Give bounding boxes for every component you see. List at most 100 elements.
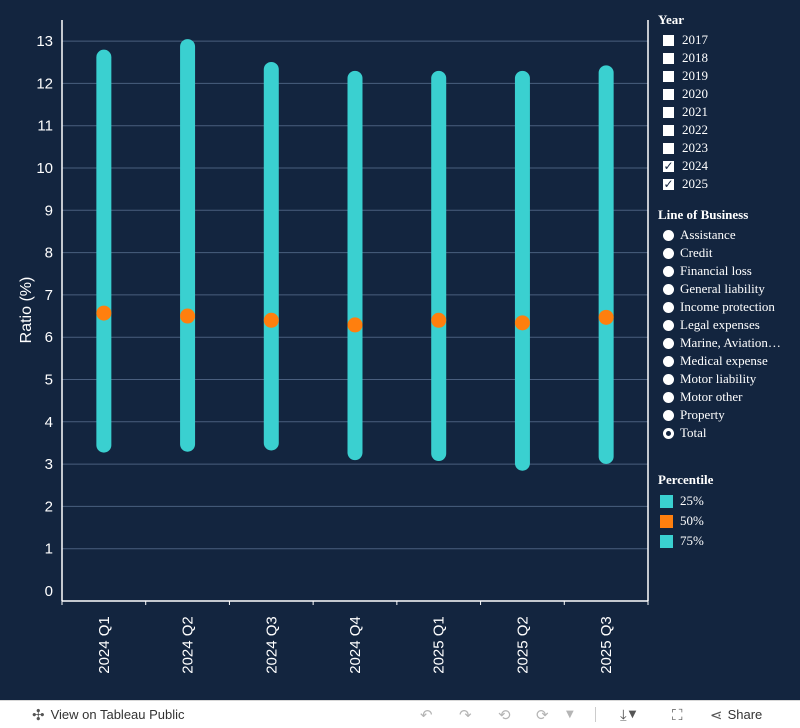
year-option-label: 2024 xyxy=(682,158,708,173)
percentile-item: 75% xyxy=(658,531,798,551)
y-tick-label: 9 xyxy=(45,202,53,219)
share-button[interactable]: ⋖ Share xyxy=(710,701,762,728)
download-icon: ⤓ xyxy=(620,705,627,724)
median-point-2024-q3 xyxy=(263,312,279,328)
color-swatch xyxy=(660,534,673,548)
lob-option-label: Motor liability xyxy=(680,371,757,386)
lob-option[interactable]: Motor other xyxy=(658,388,798,406)
y-tick-label: 2 xyxy=(45,498,53,515)
radio-selected-icon[interactable] xyxy=(663,427,674,439)
checkbox-icon[interactable] xyxy=(663,124,674,136)
redo-icon: ↷ xyxy=(459,705,472,724)
checkbox-checked-icon[interactable]: ✓ xyxy=(663,158,674,173)
lob-filter-title: Line of Business xyxy=(658,207,749,222)
radio-icon[interactable] xyxy=(663,373,674,385)
redo-button[interactable]: ↷ xyxy=(459,701,472,728)
x-tick-label: 2025 Q1 xyxy=(431,616,448,674)
y-tick-label: 1 xyxy=(45,541,53,558)
lob-option[interactable]: General liability xyxy=(658,280,798,298)
radio-icon[interactable] xyxy=(663,301,674,313)
checkbox-icon[interactable] xyxy=(663,70,674,82)
toolbar-divider xyxy=(595,707,596,722)
y-tick-label: 3 xyxy=(45,456,53,473)
revert-button[interactable]: ⟲ xyxy=(498,701,511,728)
year-option-2019[interactable]: 2019 xyxy=(658,67,798,85)
radio-icon[interactable] xyxy=(663,247,674,259)
year-option-2018[interactable]: 2018 xyxy=(658,49,798,67)
refresh-icon: ⟳ xyxy=(536,705,549,724)
y-tick-label: 11 xyxy=(37,118,53,135)
checkbox-icon[interactable] xyxy=(663,142,674,154)
radio-icon[interactable] xyxy=(663,283,674,295)
checkbox-checked-icon[interactable]: ✓ xyxy=(663,176,674,191)
y-tick-label: 7 xyxy=(45,287,53,304)
percentile-label: 75% xyxy=(680,533,704,548)
x-tick-label: 2025 Q3 xyxy=(598,616,615,674)
lob-option[interactable]: Total xyxy=(658,424,798,442)
checkbox-icon[interactable] xyxy=(663,34,674,46)
year-filter: Year 2017 2018 2019 2020 2021 2022 2023 ✓ 2024 ✓ 2… xyxy=(658,12,798,193)
pause-dropdown[interactable]: ▼ xyxy=(566,701,574,728)
radio-icon[interactable] xyxy=(663,319,674,331)
refresh-button[interactable]: ⟳ xyxy=(536,701,549,728)
year-option-label: 2023 xyxy=(682,140,708,155)
radio-icon[interactable] xyxy=(663,391,674,403)
lob-option[interactable]: Income protection xyxy=(658,298,798,316)
y-tick-label: 12 xyxy=(36,75,53,92)
year-option-label: 2017 xyxy=(682,32,708,47)
year-option-2017[interactable]: 2017 xyxy=(658,31,798,49)
lob-option[interactable]: Financial loss xyxy=(658,262,798,280)
fullscreen-icon: ⛶ xyxy=(672,705,683,724)
chevron-down-icon: ▼ xyxy=(628,709,637,720)
radio-icon[interactable] xyxy=(663,337,674,349)
lob-option-label: Motor other xyxy=(680,389,743,404)
color-swatch xyxy=(660,494,673,508)
chevron-down-icon: ▼ xyxy=(566,709,574,720)
checkbox-icon[interactable] xyxy=(663,52,674,64)
year-option-2020[interactable]: 2020 xyxy=(658,85,798,103)
year-option-2022[interactable]: 2022 xyxy=(658,121,798,139)
radio-icon[interactable] xyxy=(663,409,674,421)
view-on-tableau-link[interactable]: ✣ View on Tableau Public xyxy=(32,701,185,728)
lob-option[interactable]: Credit xyxy=(658,244,798,262)
lob-option[interactable]: Marine, Aviation… xyxy=(658,334,798,352)
lob-option[interactable]: Legal expenses xyxy=(658,316,798,334)
lob-option[interactable]: Property xyxy=(658,406,798,424)
lob-option[interactable]: Medical expense xyxy=(658,352,798,370)
median-point-2025-q3 xyxy=(598,309,614,325)
undo-button[interactable]: ↶ xyxy=(420,701,433,728)
year-option-2025[interactable]: ✓ 2025 xyxy=(658,175,798,193)
x-tick-label: 2024 Q4 xyxy=(347,616,364,674)
tableau-toolbar: ✣ View on Tableau Public ↶ ↷ ⟲ ⟳ ▼ ⤓ ▼ ⛶… xyxy=(0,700,800,728)
y-tick-label: 4 xyxy=(45,414,53,431)
radio-icon[interactable] xyxy=(663,229,674,241)
radio-icon[interactable] xyxy=(663,355,674,367)
lob-option-label: Property xyxy=(680,407,725,422)
line-of-business-filter: Line of Business Assistance Credit Financi… xyxy=(658,207,798,442)
lob-option[interactable]: Assistance xyxy=(658,226,798,244)
lob-option-label: Assistance xyxy=(680,227,736,242)
legend-panel: Year 2017 2018 2019 2020 2021 2022 2023 ✓ 2024 ✓ 2… xyxy=(658,12,798,565)
view-on-tableau-label: View on Tableau Public xyxy=(50,707,185,722)
year-option-2024[interactable]: ✓ 2024 xyxy=(658,157,798,175)
download-button[interactable]: ⤓ ▼ xyxy=(620,701,636,728)
lob-option[interactable]: Motor liability xyxy=(658,370,798,388)
radio-icon[interactable] xyxy=(663,265,674,277)
year-option-2023[interactable]: 2023 xyxy=(658,139,798,157)
y-tick-label: 10 xyxy=(36,160,53,177)
median-point-2025-q1 xyxy=(431,312,447,328)
checkbox-icon[interactable] xyxy=(663,88,674,100)
checkbox-icon[interactable] xyxy=(663,106,674,118)
median-point-2025-q2 xyxy=(514,315,530,331)
median-point-2024-q4 xyxy=(347,317,363,333)
fullscreen-button[interactable]: ⛶ xyxy=(672,701,683,728)
percentile-item: 50% xyxy=(658,511,798,531)
year-filter-title: Year xyxy=(658,12,684,27)
year-option-2021[interactable]: 2021 xyxy=(658,103,798,121)
lob-option-label: Income protection xyxy=(680,299,775,314)
lob-option-label: Legal expenses xyxy=(680,317,760,332)
undo-icon: ↶ xyxy=(420,705,433,724)
lob-option-label: Financial loss xyxy=(680,263,752,278)
lob-option-label: Medical expense xyxy=(680,353,768,368)
